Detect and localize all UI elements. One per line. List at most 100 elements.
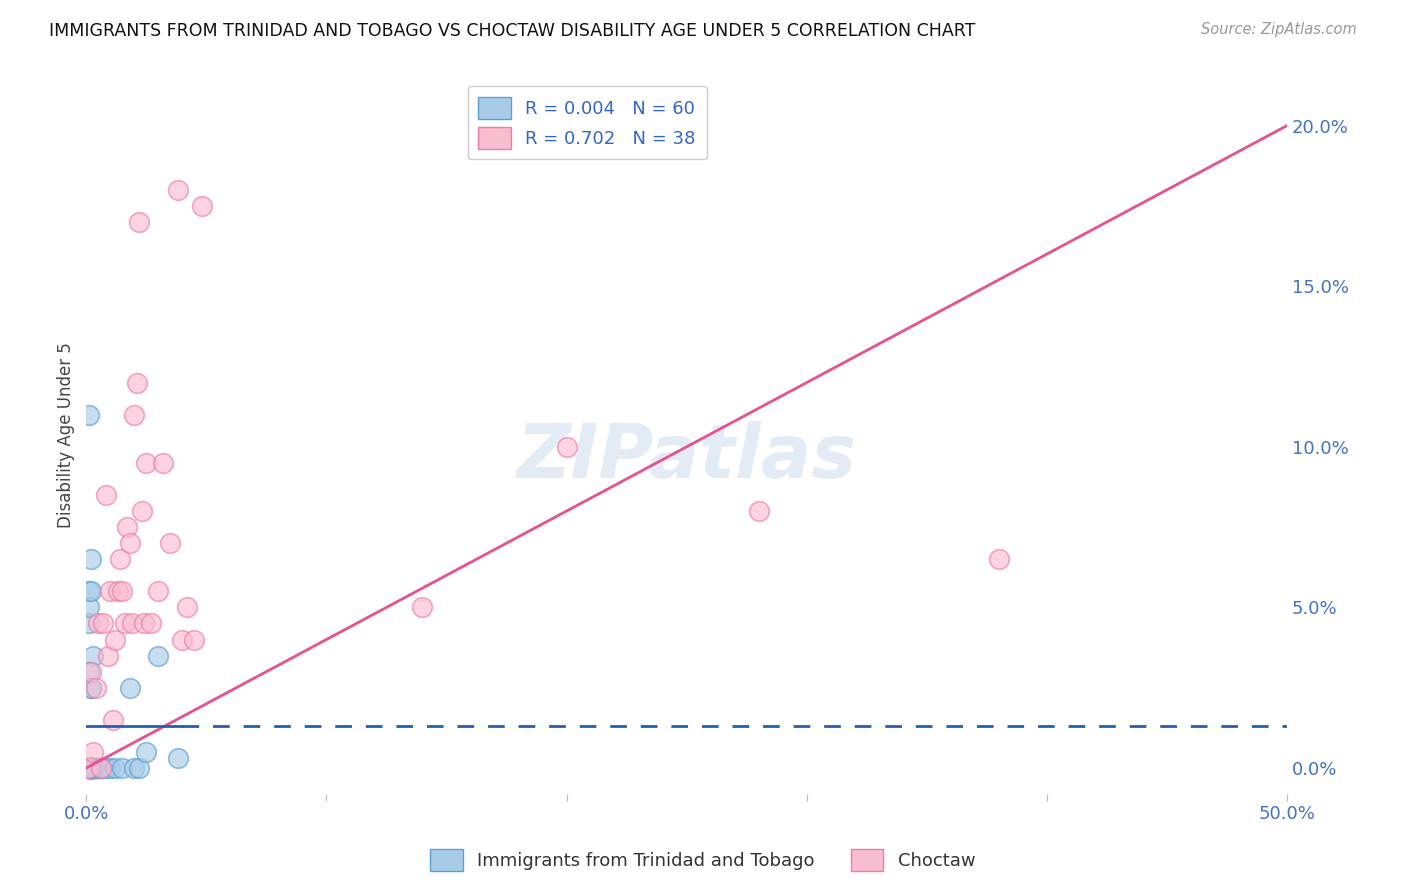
Point: [84, 761, 107, 775]
Point: [94, 761, 117, 775]
Point: [132, 616, 155, 631]
Text: Source: ZipAtlas.com: Source: ZipAtlas.com: [1201, 22, 1357, 37]
Point: [91, 616, 114, 631]
Point: [87, 761, 110, 775]
Point: [84, 761, 107, 775]
Point: [80, 761, 103, 775]
Point: [87, 761, 110, 775]
Point: [82, 648, 104, 663]
Point: [90, 761, 112, 775]
Point: [77, 761, 100, 775]
Point: [77, 761, 100, 775]
Point: [124, 761, 146, 775]
Point: [82, 745, 104, 759]
Point: [90, 761, 112, 775]
Point: [108, 552, 131, 566]
Point: [104, 632, 127, 647]
Point: [748, 504, 770, 518]
Point: [148, 584, 170, 599]
Point: [104, 761, 127, 775]
Point: [128, 215, 150, 229]
Point: [82, 761, 104, 775]
Point: [172, 632, 194, 647]
Point: [80, 761, 103, 775]
Point: [77, 761, 100, 775]
Point: [80, 761, 103, 775]
Point: [87, 616, 110, 631]
Point: [166, 183, 188, 197]
Point: [111, 584, 134, 599]
Point: [84, 681, 107, 695]
Point: [80, 761, 103, 775]
Point: [80, 761, 103, 775]
Point: [77, 761, 100, 775]
Point: [128, 761, 150, 775]
Point: [555, 440, 578, 454]
Text: ZIPatlas: ZIPatlas: [516, 420, 856, 493]
Point: [190, 199, 212, 213]
Point: [77, 408, 100, 422]
Point: [87, 761, 110, 775]
Point: [90, 761, 112, 775]
Point: [107, 584, 129, 599]
Point: [152, 456, 174, 470]
Point: [97, 648, 120, 663]
Point: [82, 761, 104, 775]
Point: [77, 761, 100, 775]
Point: [80, 761, 103, 775]
Point: [84, 761, 107, 775]
Point: [77, 600, 100, 615]
Point: [80, 761, 103, 775]
Point: [139, 616, 162, 631]
Point: [80, 761, 103, 775]
Point: [77, 761, 100, 775]
Point: [121, 616, 143, 631]
Point: [82, 761, 104, 775]
Point: [183, 632, 205, 647]
Point: [80, 681, 103, 695]
Point: [114, 616, 136, 631]
Point: [118, 536, 141, 550]
Point: [82, 761, 104, 775]
Point: [80, 761, 103, 775]
Point: [77, 665, 100, 679]
Point: [98, 761, 121, 775]
Legend: R = 0.004   N = 60, R = 0.702   N = 38: R = 0.004 N = 60, R = 0.702 N = 38: [468, 87, 706, 160]
Point: [80, 761, 103, 775]
Point: [118, 681, 141, 695]
Point: [77, 761, 100, 775]
Point: [77, 761, 100, 775]
Point: [82, 761, 104, 775]
Point: [159, 536, 181, 550]
Point: [98, 584, 121, 599]
Point: [80, 665, 103, 679]
Legend: Immigrants from Trinidad and Tobago, Choctaw: Immigrants from Trinidad and Tobago, Cho…: [423, 842, 983, 879]
Point: [80, 681, 103, 695]
Point: [111, 761, 134, 775]
Point: [82, 761, 104, 775]
Text: IMMIGRANTS FROM TRINIDAD AND TOBAGO VS CHOCTAW DISABILITY AGE UNDER 5 CORRELATIO: IMMIGRANTS FROM TRINIDAD AND TOBAGO VS C…: [49, 22, 976, 40]
Point: [77, 616, 100, 631]
Point: [987, 552, 1010, 566]
Point: [84, 761, 107, 775]
Point: [80, 584, 103, 599]
Point: [411, 600, 433, 615]
Point: [176, 600, 198, 615]
Point: [82, 761, 104, 775]
Point: [166, 751, 188, 765]
Point: [77, 761, 100, 775]
Point: [77, 761, 100, 775]
Point: [91, 761, 114, 775]
Point: [77, 761, 100, 775]
Point: [148, 648, 170, 663]
Point: [135, 745, 157, 759]
Y-axis label: Disability Age Under 5: Disability Age Under 5: [58, 343, 75, 528]
Point: [80, 761, 103, 775]
Point: [135, 456, 157, 470]
Point: [80, 761, 103, 775]
Point: [80, 761, 103, 775]
Point: [80, 552, 103, 566]
Point: [77, 584, 100, 599]
Point: [124, 408, 146, 422]
Point: [101, 713, 124, 727]
